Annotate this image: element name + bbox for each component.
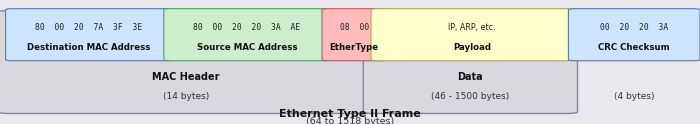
Text: (14 bytes): (14 bytes) <box>163 92 209 101</box>
Text: (64 to 1518 bytes): (64 to 1518 bytes) <box>306 117 394 124</box>
Text: 00  20  20  3A: 00 20 20 3A <box>600 23 668 32</box>
Text: Destination MAC Address: Destination MAC Address <box>27 43 150 52</box>
Text: Ethernet Type II Frame: Ethernet Type II Frame <box>279 109 421 119</box>
Text: CRC Checksum: CRC Checksum <box>598 43 670 52</box>
Text: (46 - 1500 bytes): (46 - 1500 bytes) <box>431 92 510 101</box>
FancyBboxPatch shape <box>568 9 700 61</box>
FancyBboxPatch shape <box>322 9 386 61</box>
Text: (4 bytes): (4 bytes) <box>614 92 654 101</box>
Text: 08  00: 08 00 <box>340 23 369 32</box>
FancyBboxPatch shape <box>371 9 573 61</box>
Text: IP, ARP, etc.: IP, ARP, etc. <box>448 23 496 32</box>
FancyBboxPatch shape <box>0 11 374 113</box>
Text: Source MAC Address: Source MAC Address <box>197 43 298 52</box>
Text: EtherType: EtherType <box>330 43 379 52</box>
Text: 80  00  20  20  3A  AE: 80 00 20 20 3A AE <box>193 23 301 32</box>
Text: Data: Data <box>458 73 483 82</box>
Text: Payload: Payload <box>453 43 491 52</box>
FancyBboxPatch shape <box>164 9 330 61</box>
FancyBboxPatch shape <box>363 11 578 113</box>
FancyBboxPatch shape <box>6 9 172 61</box>
Text: 80  00  20  7A  3F  3E: 80 00 20 7A 3F 3E <box>35 23 143 32</box>
Text: MAC Header: MAC Header <box>153 73 220 82</box>
